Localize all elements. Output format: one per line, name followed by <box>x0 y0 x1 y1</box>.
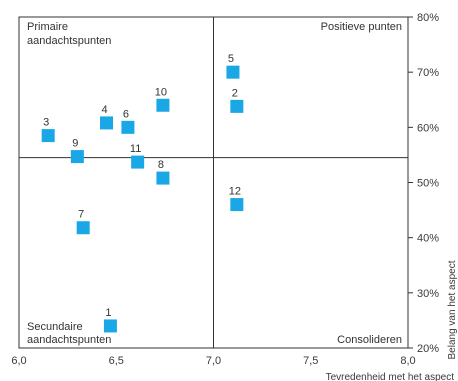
y-tick-label: 20% <box>417 343 439 355</box>
data-point-label: 2 <box>232 87 238 99</box>
quadrant-top-left-line1: Primaire <box>27 21 68 33</box>
quadrant-top-right: Positieve punten <box>321 21 402 33</box>
y-tick-label: 70% <box>417 67 439 79</box>
data-point-label: 10 <box>155 86 167 98</box>
y-tick-label: 60% <box>417 122 439 134</box>
data-point-label: 12 <box>229 186 241 198</box>
x-tick-label: 6,0 <box>11 355 26 367</box>
data-point-marker <box>76 221 90 235</box>
y-tick-label: 80% <box>417 12 439 24</box>
data-point-label: 6 <box>123 108 129 120</box>
quadrant-top-left-line2: aandachtspunten <box>27 35 111 47</box>
quadrant-bottom-left-line2: aandachtspunten <box>27 334 111 346</box>
data-point-label: 8 <box>158 159 164 171</box>
x-axis-title: Tevredenheid met het aspect <box>326 372 455 381</box>
data-point-marker <box>103 319 117 333</box>
data-point-marker <box>156 98 170 112</box>
data-point-marker <box>121 120 135 134</box>
data-point-label: 7 <box>78 209 84 221</box>
data-point-marker <box>70 150 84 164</box>
x-tick-label: 7,5 <box>303 355 318 367</box>
x-tick-label: 8,0 <box>400 355 415 367</box>
data-point-label: 9 <box>72 138 78 150</box>
y-tick-label: 30% <box>417 288 439 300</box>
quadrant-bottom-right: Consolideren <box>337 334 402 346</box>
data-point-label: 4 <box>101 104 107 116</box>
data-point-marker <box>226 65 240 79</box>
x-tick-label: 6,5 <box>109 355 124 367</box>
data-point-marker <box>230 198 244 212</box>
data-point-label: 5 <box>228 53 234 65</box>
data-point-marker <box>230 99 244 113</box>
y-axis-ticks: 20% 30% 40% 50% 60% 70% 80% <box>408 12 439 355</box>
data-point-label: 11 <box>130 143 141 155</box>
data-point-label: 1 <box>105 307 111 319</box>
y-axis-title: Belang van het aspect <box>447 260 458 359</box>
data-point-marker <box>156 171 170 185</box>
quadrant-bottom-left-line1: Secundaire <box>27 321 83 333</box>
data-point-marker <box>100 116 114 130</box>
data-point-marker <box>131 155 145 169</box>
y-tick-label: 40% <box>417 233 439 245</box>
data-point-marker <box>41 129 55 143</box>
x-tick-label: 7,0 <box>206 355 221 367</box>
y-tick-label: 50% <box>417 178 439 190</box>
x-axis-ticks: 6,0 6,5 7,0 7,5 8,0 <box>11 355 415 367</box>
data-point-label: 3 <box>43 117 49 129</box>
